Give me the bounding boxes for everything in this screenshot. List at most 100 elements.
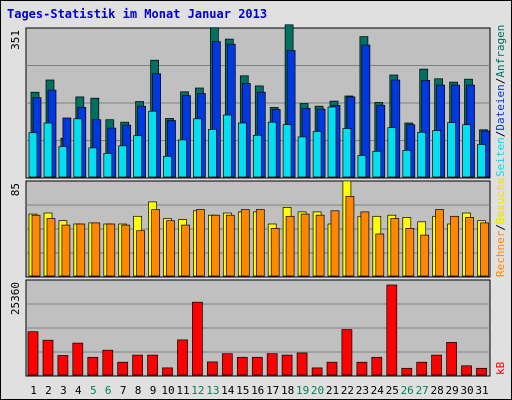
x-tick-label: 23 [356, 384, 369, 397]
bar-seiten-day-14 [222, 114, 232, 178]
bar-kb-day-20 [311, 367, 323, 376]
x-tick-label: 14 [221, 384, 235, 397]
x-tick-label: 26 [401, 384, 414, 397]
bar-kb-day-29 [446, 342, 457, 376]
bar-rechner-day-10 [166, 220, 175, 277]
x-tick-label: 8 [135, 384, 142, 397]
bar-seiten-day-7 [118, 145, 128, 178]
x-tick-label: 17 [266, 384, 279, 397]
bar-kb-day-26 [401, 367, 413, 376]
legend-dateien: Dateien [494, 84, 507, 130]
bar-rechner-day-9 [151, 209, 160, 277]
bar-kb-day-13 [207, 361, 218, 376]
bar-seiten-day-12 [193, 118, 202, 178]
middle-bars [28, 180, 489, 277]
bar-kb-day-16 [251, 356, 263, 376]
bar-rechner-day-15 [240, 209, 250, 277]
bottom-ymax-label: 25360 [9, 282, 22, 315]
bar-kb-day-24 [371, 356, 383, 376]
bar-kb-day-17 [266, 353, 278, 376]
bar-seiten-day-22 [342, 128, 352, 178]
bar-rechner-day-5 [91, 222, 101, 277]
bar-seiten-day-24 [372, 150, 382, 178]
legend-sep-3: / [494, 224, 507, 231]
x-tick-label: 27 [416, 384, 429, 397]
bar-kb-day-28 [431, 354, 442, 376]
bar-kb-day-30 [461, 365, 472, 376]
middle-ymax-label: 85 [9, 183, 22, 196]
bar-kb-day-3 [57, 355, 69, 376]
bar-seiten-day-11 [178, 139, 187, 178]
x-tick-label: 19 [296, 384, 309, 397]
legend-sep-2: / [494, 78, 507, 85]
legend-rechner: Rechner [494, 230, 507, 277]
bar-kb-day-25 [386, 284, 398, 376]
x-tick-label: 7 [120, 384, 127, 397]
x-tick-label: 4 [75, 384, 82, 397]
bar-seiten-day-13 [208, 129, 217, 178]
bar-seiten-day-29 [447, 122, 456, 178]
bar-seiten-day-6 [103, 153, 113, 178]
legend-sep-1: / [494, 131, 507, 138]
bar-rechner-day-8 [136, 230, 145, 277]
x-tick-label: 15 [236, 384, 249, 397]
chart-title: Tages-Statistik im Monat Januar 2013 [7, 7, 268, 21]
bar-kb-day-21 [326, 361, 338, 376]
bar-seiten-day-21 [327, 106, 337, 178]
x-tick-label: 13 [206, 384, 219, 397]
bar-seiten-day-5 [88, 147, 98, 178]
bar-kb-day-19 [296, 352, 308, 376]
bar-rechner-day-29 [450, 215, 459, 277]
bar-kb-day-18 [281, 354, 293, 376]
bar-seiten-day-27 [417, 131, 427, 178]
x-tick-label: 5 [90, 384, 97, 397]
bottom-bars [27, 284, 487, 376]
bar-rechner-day-2 [46, 218, 56, 277]
legend-middle: Rechner/Besuche [494, 178, 507, 277]
bar-kb-day-27 [416, 361, 428, 376]
bar-seiten-day-20 [312, 131, 322, 178]
bar-kb-day-31 [476, 367, 487, 376]
legend-top: Seiten/Dateien/Anfragen [494, 25, 507, 177]
x-tick-label: 6 [105, 384, 112, 397]
bar-kb-day-11 [177, 339, 188, 376]
x-tick-label: 21 [326, 384, 339, 397]
bar-rechner-day-25 [390, 218, 400, 277]
bar-seiten-day-1 [28, 132, 38, 178]
bar-kb-day-2 [42, 339, 54, 376]
x-tick-label: 22 [341, 384, 354, 397]
x-tick-label: 10 [161, 384, 174, 397]
bar-seiten-day-28 [432, 130, 441, 178]
x-axis-labels: 1 2 3 4 5 6 7 8 9 10 11 12 13 14 15 16 17 18 19 20 21 22 23 24 2… [30, 384, 488, 397]
bar-rechner-day-18 [285, 215, 295, 277]
x-tick-label: 11 [176, 384, 189, 397]
x-tick-label: 28 [430, 384, 443, 397]
bar-rechner-day-21 [330, 210, 340, 277]
bar-kb-day-1 [27, 331, 39, 376]
bar-kb-day-12 [192, 301, 203, 376]
bar-rechner-day-30 [465, 217, 474, 277]
x-tick-label: 25 [386, 384, 399, 397]
bar-seiten-day-10 [163, 155, 172, 178]
bar-kb-day-15 [236, 356, 248, 376]
x-tick-label: 9 [150, 384, 157, 397]
bar-rechner-day-20 [315, 214, 325, 277]
x-tick-label: 20 [311, 384, 324, 397]
x-tick-label: 30 [460, 384, 473, 397]
bar-rechner-day-24 [375, 233, 385, 277]
bar-seiten-day-4 [73, 118, 83, 178]
bar-rechner-day-11 [181, 224, 190, 277]
bar-kb-day-23 [356, 361, 368, 376]
legend-bottom: kB [494, 361, 507, 375]
bar-seiten-day-3 [58, 146, 68, 178]
x-tick-label: 31 [475, 384, 488, 397]
bar-seiten-day-15 [237, 122, 247, 178]
x-tick-label: 3 [60, 384, 67, 397]
bar-seiten-day-19 [297, 136, 307, 178]
bar-rechner-day-7 [121, 224, 131, 277]
bar-rechner-day-6 [106, 223, 116, 277]
x-tick-label: 18 [281, 384, 294, 397]
bar-rechner-day-23 [360, 211, 370, 277]
bar-rechner-day-1 [31, 214, 41, 277]
